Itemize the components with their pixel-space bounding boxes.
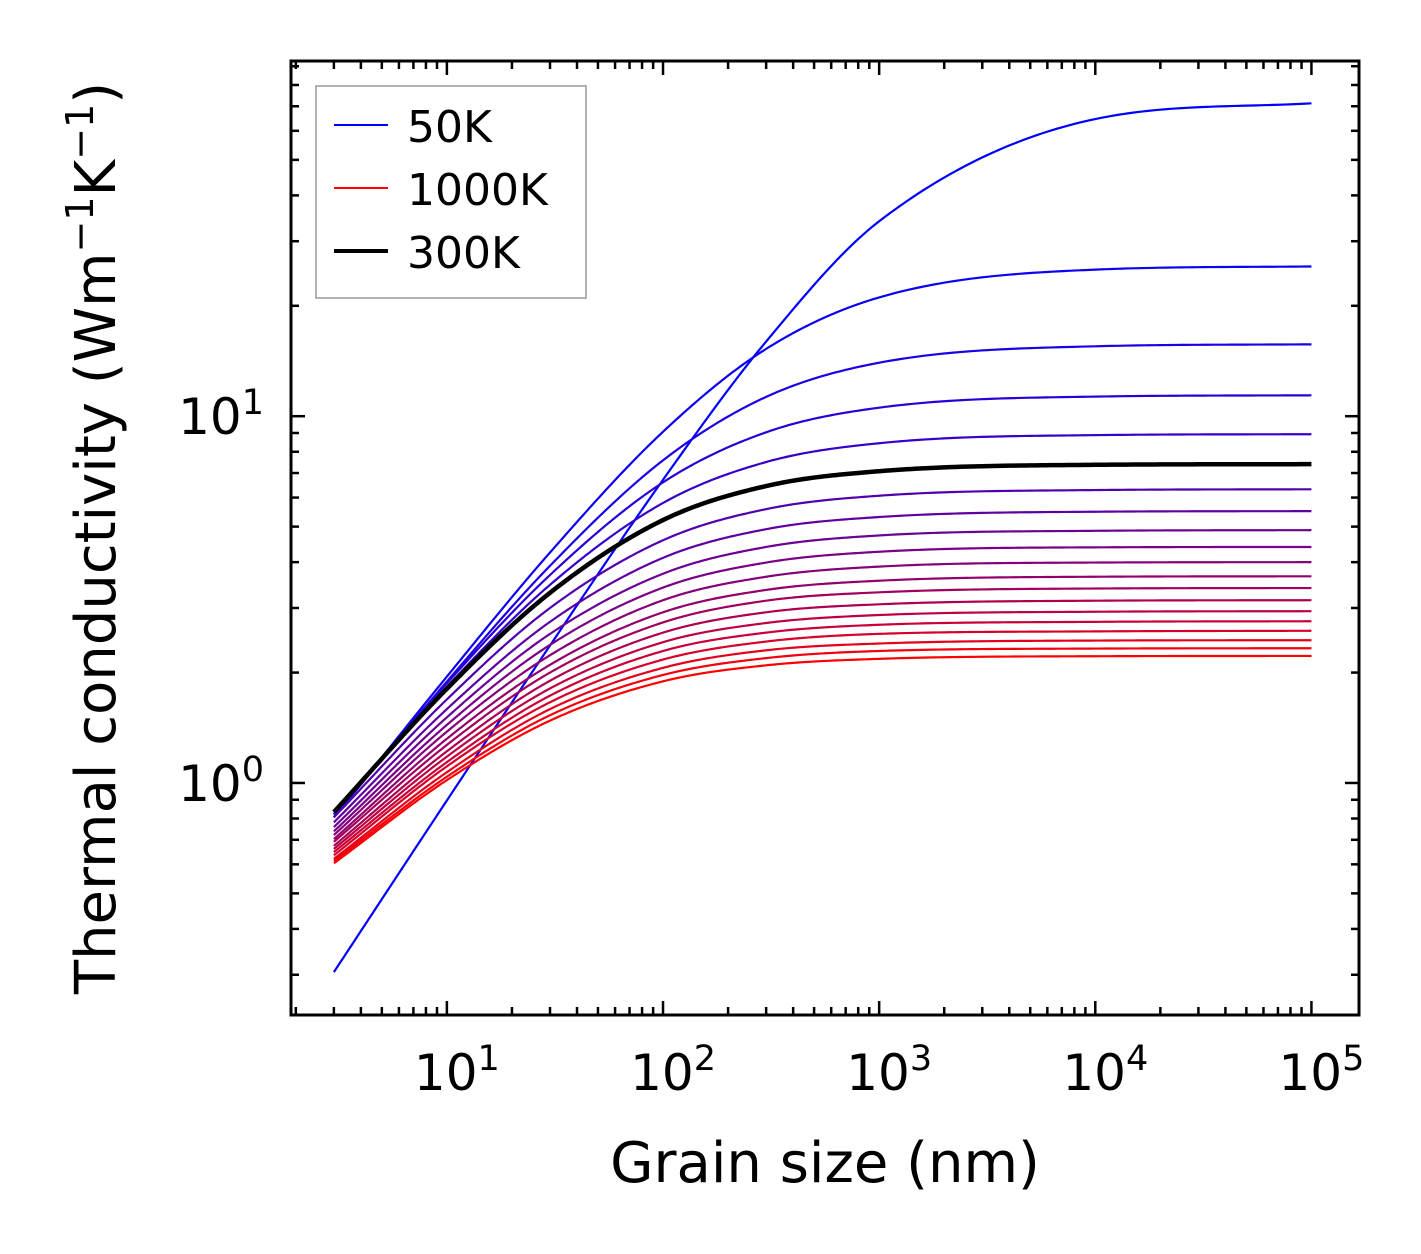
plot-frame — [289, 59, 1361, 1017]
x-tick-label: 102 — [630, 1039, 716, 1102]
series-line-400k — [333, 510, 1312, 824]
series-line-750k — [333, 610, 1312, 850]
x-tick-label-base: 10 — [1278, 1044, 1342, 1102]
legend-label-50k: 50K — [407, 102, 493, 153]
legend: 50K 1000K 300K — [315, 85, 587, 299]
series-line-350k — [333, 488, 1312, 819]
y-axis-label-part: K — [64, 158, 129, 196]
series-line-150k — [333, 343, 1312, 818]
y-axis-label-sup: −1 — [58, 196, 102, 252]
series-line-100k — [333, 265, 1312, 819]
y-tick-label: 101 — [178, 383, 264, 446]
series-line-450k — [333, 529, 1312, 828]
series-line-500k — [333, 545, 1312, 833]
x-tick-label-base: 10 — [630, 1044, 694, 1102]
y-tick-label-exponent: 1 — [242, 383, 264, 423]
x-axis-label: Grain size (nm) — [610, 1131, 1040, 1196]
series-line-1000k — [333, 654, 1312, 865]
series-line-600k — [333, 575, 1312, 840]
series-line-50k — [332, 102, 1312, 973]
series-line-550k — [333, 561, 1312, 836]
x-tick-label-exponent: 1 — [478, 1039, 500, 1079]
x-tick-label-exponent: 4 — [1126, 1039, 1148, 1079]
x-tick-label-base: 10 — [1062, 1044, 1126, 1102]
y-tick-label-base: 10 — [178, 755, 242, 813]
series-line-300k — [332, 461, 1312, 814]
x-tick-label-exponent: 5 — [1342, 1039, 1364, 1079]
y-axis-label-part: ) — [64, 82, 129, 104]
x-tick-label: 104 — [1062, 1039, 1148, 1102]
series-line-700k — [333, 599, 1312, 847]
x-tick-label: 103 — [846, 1039, 932, 1102]
x-tick-label-exponent: 3 — [910, 1039, 932, 1079]
x-tick-label: 105 — [1278, 1039, 1364, 1102]
legend-label-300k: 300K — [407, 228, 521, 279]
y-tick-label-exponent: 0 — [242, 750, 264, 790]
legend-box — [315, 85, 587, 299]
x-tick-label-base: 10 — [414, 1044, 478, 1102]
series-line-200k — [333, 394, 1312, 816]
y-tick-label-base: 10 — [178, 388, 242, 446]
y-axis-label: Thermal conductivity (Wm−1K−1) — [58, 82, 129, 995]
series-line-900k — [333, 639, 1312, 860]
x-tick-label-base: 10 — [846, 1044, 910, 1102]
y-axis-label-part: Thermal conductivity (Wm — [64, 252, 129, 995]
series-layer — [332, 102, 1312, 973]
x-tick-label-exponent: 2 — [694, 1039, 716, 1079]
x-tick-label: 101 — [414, 1039, 500, 1102]
y-tick-label: 100 — [178, 750, 264, 813]
series-line-800k — [333, 620, 1312, 853]
series-line-950k — [333, 647, 1312, 862]
series-line-650k — [333, 586, 1312, 843]
y-axis-label-sup: −1 — [58, 104, 102, 160]
legend-label-1000k: 1000K — [407, 165, 549, 216]
series-line-850k — [333, 629, 1312, 857]
